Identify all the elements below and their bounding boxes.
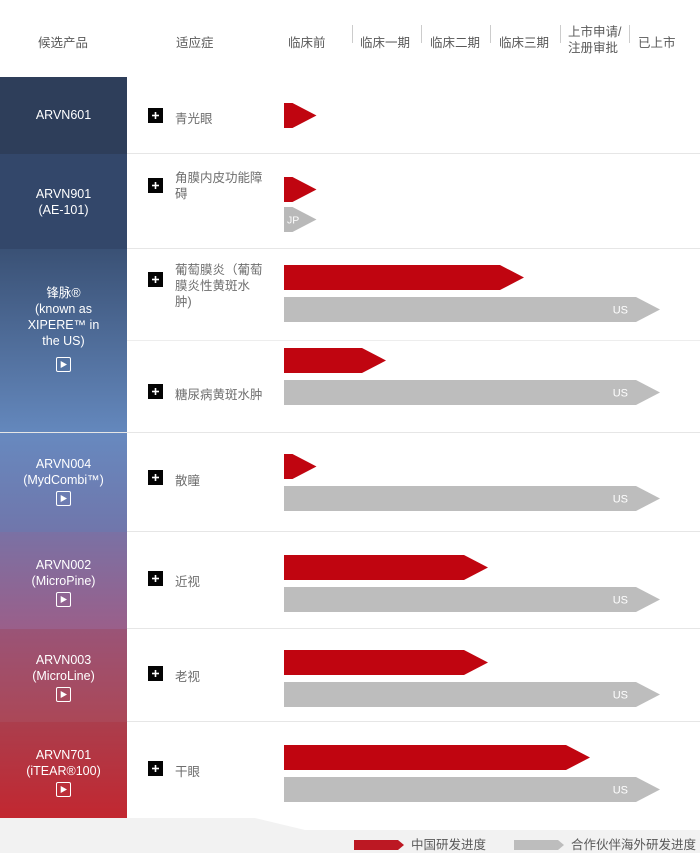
svg-text:US: US: [613, 595, 628, 607]
svg-text:US: US: [613, 305, 628, 317]
svg-text:JP: JP: [287, 215, 299, 227]
svg-text:US: US: [613, 494, 628, 506]
svg-text:US: US: [613, 690, 628, 702]
svg-text:US: US: [613, 388, 628, 400]
svg-text:US: US: [613, 785, 628, 797]
